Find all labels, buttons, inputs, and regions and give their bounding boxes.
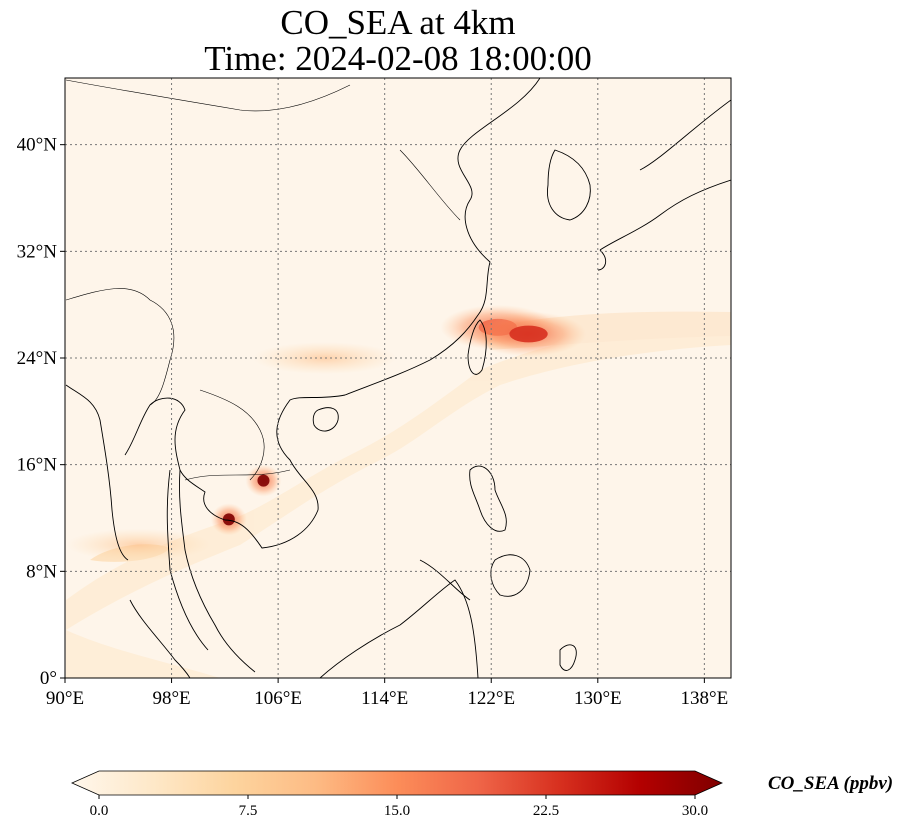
y-tick-label-3: 24°N — [17, 348, 58, 369]
y-tick-label-1: 8°N — [26, 561, 57, 582]
colorbar-label: CO_SEA (ppbv) — [768, 773, 893, 794]
x-tick-label-4: 122°E — [467, 688, 515, 709]
colorbar-body — [71, 770, 723, 796]
axes: 90°E 98°E 106°E 114°E 122°E 130°E 138°E 0° 8°N 16… — [17, 135, 729, 709]
chart-subtitle: Time: 2024-02-08 18:00:00 — [204, 39, 592, 78]
x-tick-label-6: 138°E — [681, 688, 729, 709]
co-hotspots — [66, 304, 587, 561]
colorbar-tick-label-3: 22.5 — [533, 803, 559, 819]
hotspot-glow-5 — [66, 528, 211, 561]
colorbar-tick-label-1: 7.5 — [239, 803, 258, 819]
x-tick-label-5: 130°E — [574, 688, 622, 709]
colorbar-tick-label-2: 15.0 — [384, 803, 410, 819]
y-tick-label-4: 32°N — [17, 241, 58, 262]
x-tick-label-2: 106°E — [254, 688, 302, 709]
y-tick-label-2: 16°N — [17, 455, 58, 476]
hotspot-glow-4 — [252, 342, 397, 374]
colorbar-tick-label-4: 30.0 — [682, 803, 708, 819]
chart-title: CO_SEA at 4km — [280, 3, 516, 42]
map-frame — [64, 77, 732, 679]
x-tick-label-3: 114°E — [361, 688, 408, 709]
y-tick-label-5: 40°N — [17, 135, 58, 156]
colorbar: 0.0 7.5 15.0 22.5 30.0 CO_SEA (ppbv) — [71, 770, 893, 819]
coastlines — [65, 78, 731, 678]
hotspot-core-3 — [509, 325, 548, 343]
colorbar-tick-label-0: 0.0 — [90, 803, 109, 819]
map-background — [65, 78, 731, 678]
x-tick-label-0: 90°E — [46, 688, 84, 709]
x-tick-label-1: 98°E — [152, 688, 190, 709]
hotspot-core-0 — [257, 474, 270, 487]
gridlines — [65, 78, 731, 678]
colorbar-ticks: 0.0 7.5 15.0 22.5 30.0 — [90, 795, 708, 819]
hotspot-core-1 — [222, 513, 235, 526]
y-tick-label-0: 0° — [40, 668, 57, 689]
